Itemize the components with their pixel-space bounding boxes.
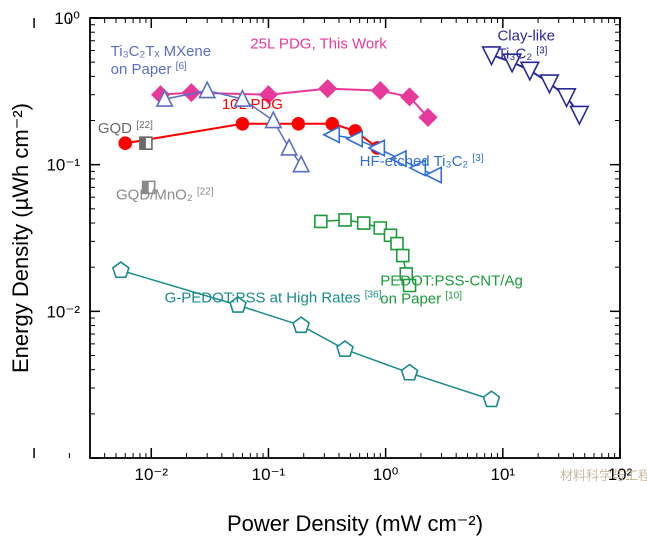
label-hf: HF-etched Ti₃C₂ [3] (360, 152, 484, 170)
point (315, 215, 327, 227)
label-pdg10: 10L PDG (222, 96, 283, 113)
svg-text:10⁻²: 10⁻² (134, 465, 168, 484)
svg-text:10⁰: 10⁰ (373, 465, 399, 484)
y-axis-label: Energy Density (µWh cm⁻²) (8, 103, 33, 373)
svg-text:10⁻¹: 10⁻¹ (252, 465, 286, 484)
label-gpedot: G-PEDOT:PSS at High Rates [36] (165, 289, 382, 307)
svg-text:10⁻¹: 10⁻¹ (46, 156, 80, 175)
svg-text:10¹: 10¹ (491, 465, 516, 484)
point (140, 137, 152, 149)
point (236, 118, 248, 130)
point (292, 118, 304, 130)
svg-text:10⁻²: 10⁻² (46, 302, 80, 321)
svg-text:10⁰: 10⁰ (54, 9, 80, 28)
point (119, 137, 131, 149)
x-axis-label: Power Density (mW cm⁻²) (227, 511, 483, 536)
ragone-plot: 10⁻²10⁻¹10⁰10¹10²10⁻²10⁻¹10⁰Power Densit… (0, 0, 647, 543)
label-pdg25: 25L PDG, This Work (250, 35, 387, 52)
watermark: 材料科学与工程 (560, 468, 647, 483)
point (358, 217, 370, 229)
point (397, 250, 409, 262)
point (339, 214, 351, 226)
point (391, 238, 403, 250)
